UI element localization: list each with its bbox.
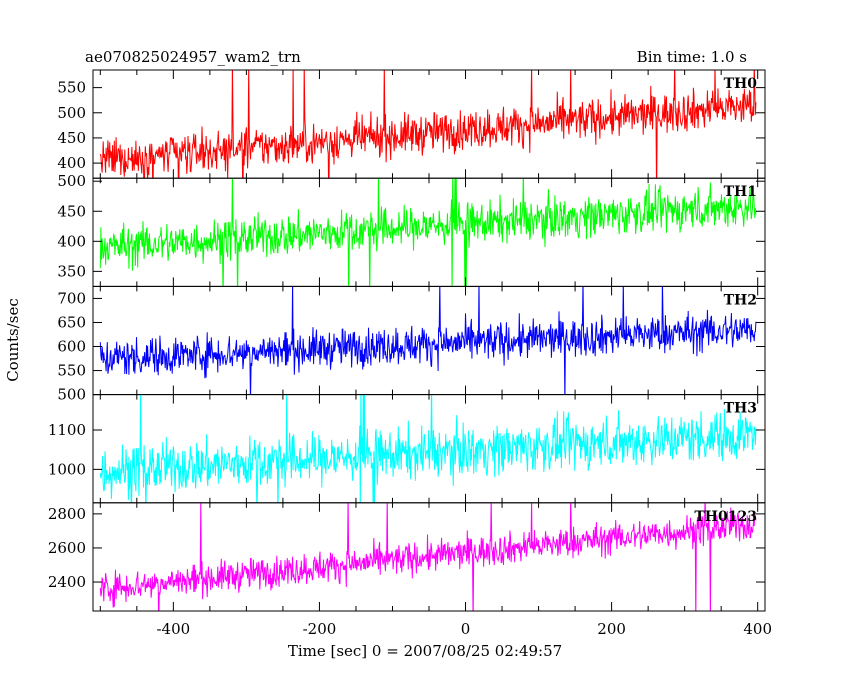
y-tick-label: 2800 bbox=[48, 505, 86, 523]
x-tick-label: 200 bbox=[597, 620, 626, 638]
panels-group: 400 450 500 550 TH0 350 400 450 500 TH1 500 550 600 6… bbox=[48, 69, 772, 638]
series-th0123 bbox=[99, 502, 757, 611]
y-tick-label: 650 bbox=[57, 313, 86, 331]
x-tick-label: 400 bbox=[743, 620, 772, 638]
panel-th2: 500 550 600 650 700 TH2 bbox=[57, 285, 766, 404]
y-tick-label: 1000 bbox=[48, 460, 86, 478]
y-tick-label: 600 bbox=[57, 338, 86, 356]
panel-th3: 1000 1100 TH3 bbox=[48, 394, 766, 504]
panel-th1: 350 400 450 500 TH1 bbox=[57, 172, 766, 287]
y-tick-label: 500 bbox=[57, 172, 86, 190]
panel-th0: 400 450 500 550 TH0 bbox=[57, 69, 766, 179]
y-tick-label: 450 bbox=[57, 129, 86, 147]
y-tick-label: 550 bbox=[57, 362, 86, 380]
y-tick-label: 450 bbox=[57, 202, 86, 220]
panel-name-label: TH3 bbox=[724, 401, 757, 417]
x-tick-label: 0 bbox=[461, 620, 471, 638]
y-tick-label: 400 bbox=[57, 232, 86, 250]
series-th0 bbox=[99, 70, 757, 179]
series-th2 bbox=[99, 286, 757, 395]
x-axis-label: Time [sec] 0 = 2007/08/25 02:49:57 bbox=[288, 642, 562, 660]
y-axis-label: Counts/sec bbox=[4, 298, 22, 382]
panel-name-label: TH2 bbox=[724, 292, 757, 308]
y-tick-label: 550 bbox=[57, 79, 86, 97]
y-tick-label: 350 bbox=[57, 262, 86, 280]
y-tick-label: 500 bbox=[57, 104, 86, 122]
y-tick-label: 700 bbox=[57, 289, 86, 307]
panel-name-label: TH0 bbox=[724, 76, 758, 92]
panel-name-label: TH1 bbox=[724, 184, 757, 200]
series-th1 bbox=[99, 178, 757, 287]
plot-title: ae070825024957_wam2_trn bbox=[85, 48, 301, 66]
y-tick-label: 1100 bbox=[48, 421, 86, 439]
y-tick-label: 400 bbox=[57, 154, 86, 172]
series-th3 bbox=[99, 394, 757, 503]
y-tick-label: 500 bbox=[57, 386, 86, 404]
y-tick-label: 2400 bbox=[48, 573, 86, 591]
bin-time-label: Bin time: 1.0 s bbox=[637, 48, 747, 66]
panel-name-label: TH0123 bbox=[694, 509, 757, 525]
panel-th0123: 2400 2600 2800 TH0123 bbox=[48, 502, 766, 612]
y-tick-label: 2600 bbox=[48, 539, 86, 557]
x-tick-label: -200 bbox=[303, 620, 337, 638]
x-tick-label: -400 bbox=[156, 620, 190, 638]
